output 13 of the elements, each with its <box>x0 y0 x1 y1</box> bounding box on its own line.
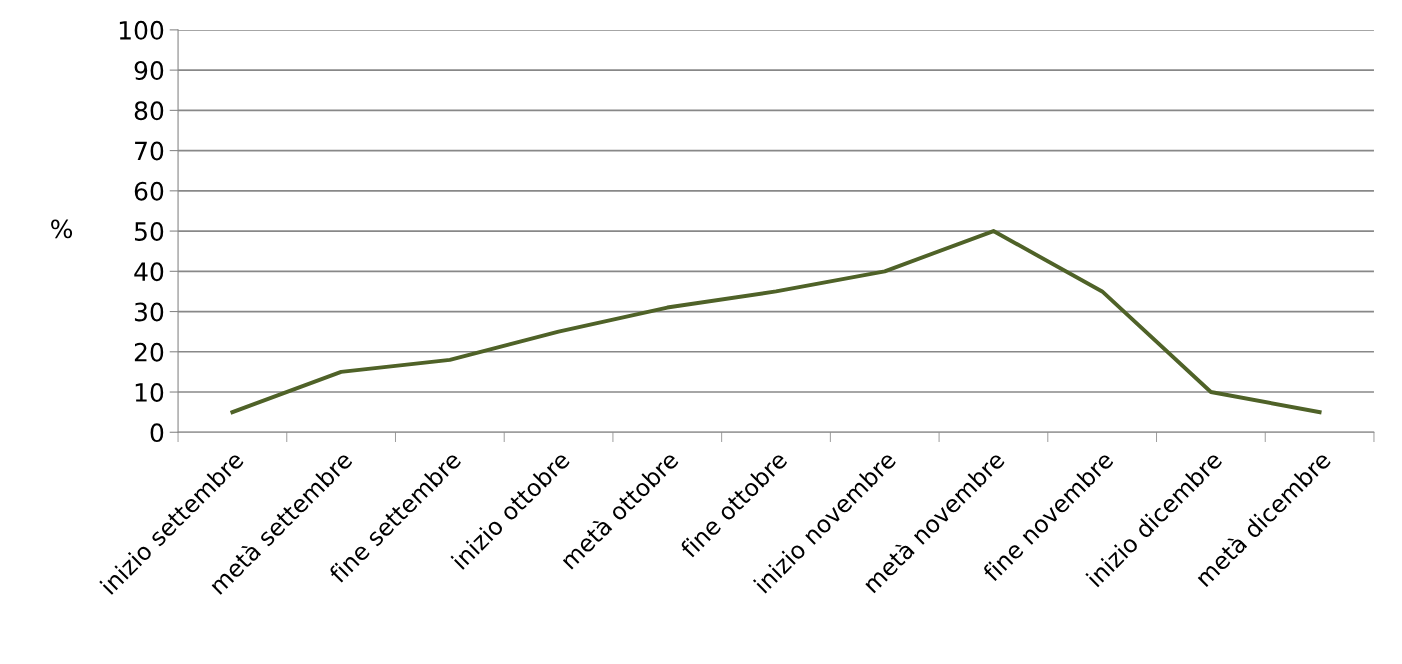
y-tick-label: 70 <box>135 141 164 161</box>
y-tick-label: 10 <box>135 382 164 402</box>
y-tick-label: 60 <box>134 181 164 201</box>
y-tick-label: 90 <box>134 61 164 80</box>
line-series <box>230 229 1322 415</box>
y-tick-label: 50 <box>134 222 164 241</box>
y-tick-label: 100 <box>119 20 164 40</box>
y-axis-title: % <box>51 219 73 239</box>
y-tick-label: 40 <box>134 262 164 282</box>
y-tick-label: 80 <box>134 101 164 121</box>
y-tick-label: 20 <box>134 342 164 362</box>
y-tick-label: 0 <box>150 423 164 443</box>
y-tick-label: 30 <box>134 302 164 322</box>
